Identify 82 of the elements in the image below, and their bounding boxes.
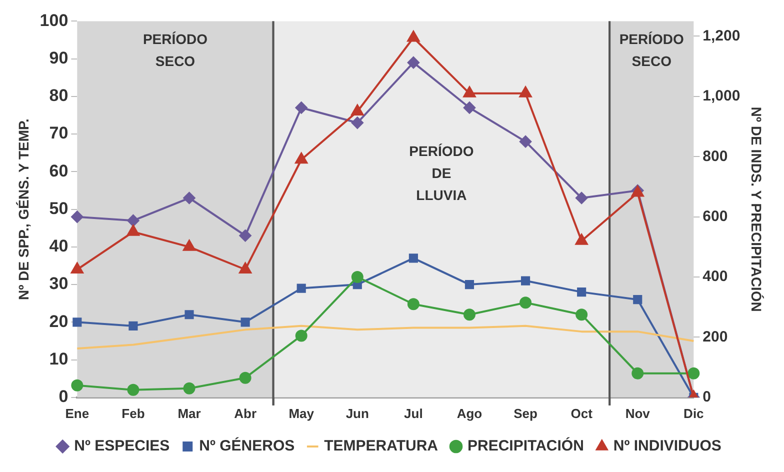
point bbox=[239, 230, 252, 242]
x-tick-label: May bbox=[288, 406, 315, 421]
point bbox=[351, 271, 364, 284]
x-tick-label: Ago bbox=[456, 406, 482, 421]
point bbox=[407, 298, 420, 310]
y-tick-label: 0 bbox=[58, 387, 68, 406]
x-tick-label: Sep bbox=[514, 406, 538, 421]
y2-tick-label: 600 bbox=[702, 208, 728, 225]
legend-label: Nº GÉNEROS bbox=[199, 436, 295, 455]
y-axis-title: Nº DE SPP., GÉNS. Y TEMP. bbox=[15, 118, 32, 300]
point bbox=[295, 330, 308, 342]
point bbox=[633, 295, 642, 304]
y-tick-label: 90 bbox=[49, 48, 68, 68]
point bbox=[407, 30, 420, 42]
point bbox=[407, 56, 420, 69]
band-label: PERÍODO DE LLUVIA bbox=[409, 143, 474, 204]
point bbox=[184, 310, 194, 320]
band-label: PERÍODO SECO bbox=[142, 31, 208, 70]
point bbox=[351, 104, 364, 116]
point bbox=[127, 384, 140, 396]
point bbox=[239, 372, 252, 384]
point bbox=[295, 152, 308, 164]
point bbox=[183, 382, 196, 394]
x-tick-label: Dic bbox=[684, 406, 704, 421]
band-label: PERÍODO SECO bbox=[619, 31, 684, 70]
point bbox=[70, 262, 84, 274]
point bbox=[576, 192, 588, 204]
point bbox=[351, 116, 364, 129]
point bbox=[520, 296, 532, 309]
y2-tick-label: 1,000 bbox=[702, 88, 740, 105]
y-tick-label: 80 bbox=[49, 86, 68, 106]
point bbox=[72, 318, 82, 327]
x-tick-label: Oct bbox=[570, 406, 594, 421]
point bbox=[519, 86, 532, 98]
x-tick-label: Nov bbox=[625, 406, 651, 421]
y-tick-label: 10 bbox=[49, 349, 68, 368]
legend-label: Nº INDIVIDUOS bbox=[613, 438, 722, 455]
legend-label: Nº ESPECIES bbox=[74, 438, 170, 455]
y-tick-label: 50 bbox=[49, 198, 68, 218]
x-tick-label: Mar bbox=[178, 406, 201, 421]
x-tick-label: Jul bbox=[404, 406, 423, 421]
point bbox=[127, 214, 140, 227]
point bbox=[520, 276, 530, 286]
x-tick-label: Abr bbox=[234, 406, 256, 421]
point bbox=[576, 308, 588, 321]
point bbox=[296, 284, 306, 293]
y2-axis-title: Nº DE INDS. Y PRECIPITACIÓN bbox=[748, 106, 765, 312]
y-tick-label: 20 bbox=[49, 312, 68, 331]
y2-tick-label: 0 bbox=[702, 388, 712, 406]
point bbox=[71, 379, 84, 392]
point bbox=[688, 367, 700, 380]
point bbox=[632, 367, 644, 380]
point bbox=[240, 318, 250, 327]
point bbox=[463, 86, 476, 98]
y2-tick-label: 1,200 bbox=[702, 27, 740, 44]
point bbox=[183, 192, 196, 204]
legend-label: PRECIPITACIÓN bbox=[468, 436, 584, 455]
x-tick-label: Jun bbox=[346, 406, 369, 421]
x-tick-label: Ene bbox=[65, 406, 90, 421]
point bbox=[463, 102, 476, 114]
point bbox=[183, 240, 196, 251]
y-tick-label: 30 bbox=[49, 274, 68, 294]
y2-tick-label: 200 bbox=[702, 328, 728, 346]
point bbox=[128, 321, 138, 330]
point bbox=[577, 288, 586, 297]
point bbox=[520, 136, 532, 148]
x-tick-label: Feb bbox=[122, 406, 145, 421]
y-tick-label: 70 bbox=[49, 124, 68, 143]
point bbox=[71, 210, 84, 223]
y-tick-label: 40 bbox=[49, 236, 68, 256]
point bbox=[127, 224, 140, 236]
y-tick-label: 60 bbox=[49, 161, 68, 180]
point bbox=[408, 254, 418, 263]
point bbox=[295, 102, 308, 114]
point bbox=[463, 308, 476, 321]
point bbox=[464, 280, 474, 290]
y-tick-label: 100 bbox=[40, 10, 68, 30]
point bbox=[239, 262, 252, 274]
y2-tick-label: 800 bbox=[702, 148, 728, 165]
point bbox=[575, 234, 588, 245]
legend-label: TEMPERATURA bbox=[324, 438, 438, 455]
y2-tick-label: 400 bbox=[702, 268, 728, 286]
